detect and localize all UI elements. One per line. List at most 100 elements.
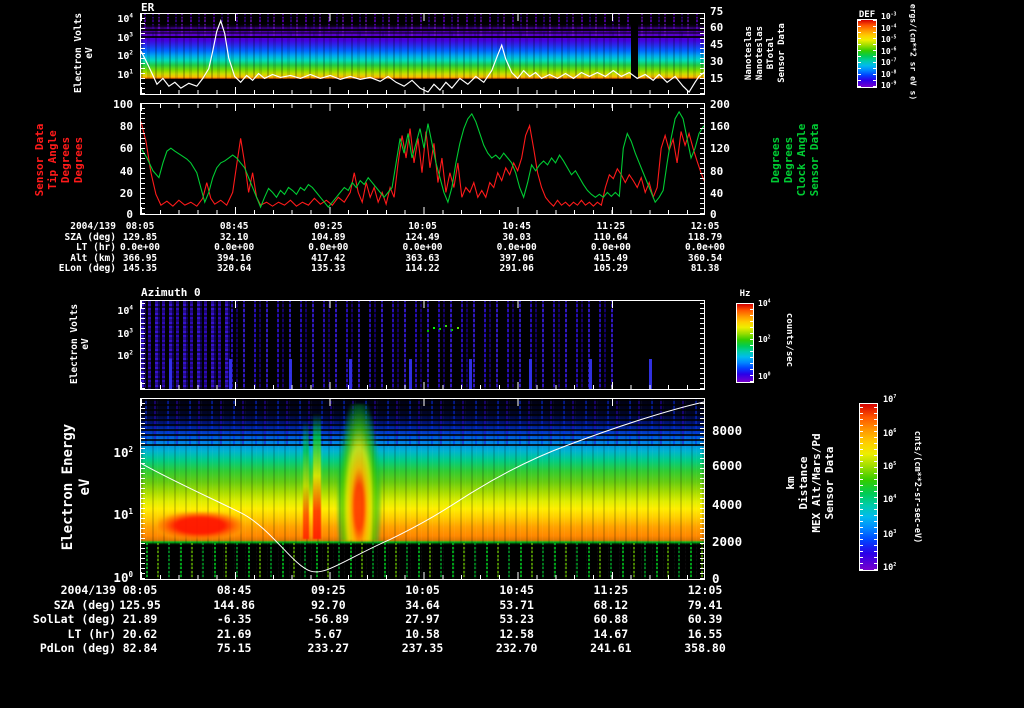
x-ticks-minor-bottom [141, 90, 704, 94]
table-row: SolLat (deg) 21.89 -6.35 -56.89 27.97 53.23 60… [0, 612, 770, 627]
hz-colorbar-units: counts/sec [784, 312, 794, 368]
y-ticks-right [700, 14, 704, 94]
panel1-y-axis-label: Electron Volts eV [73, 13, 95, 93]
table-cell: 118.79 [687, 231, 723, 243]
energy-event-streak-2 [313, 413, 321, 540]
axis-label-line: Electron Volts [69, 303, 80, 385]
table-cell: 12:05 [687, 583, 723, 597]
colorbar-ticks [873, 20, 876, 87]
y-ticks-left [141, 301, 145, 389]
table-cell: 104.89 [311, 231, 346, 243]
table-cell: 415.49 [593, 252, 628, 264]
axis-label-line: Clock Angle [795, 123, 808, 197]
axis-tick-label: 100 [113, 98, 133, 111]
table-cell: 124.49 [405, 231, 440, 243]
btotal-line [141, 18, 704, 93]
axis-tick-label: 2000 [712, 534, 743, 549]
table-cell: 08:05 [122, 583, 158, 597]
axis-tick-label: 102 [117, 349, 133, 362]
table-cell: 5.67 [314, 626, 343, 641]
axis-tick-label: 10-3 [881, 12, 897, 21]
axis-label-line: Electron Energy [60, 423, 76, 551]
axis-tick-label: 80 [119, 120, 133, 133]
table-row: 2004/139 08:05 08:45 09:25 10:05 10:45 11:25 12… [0, 221, 770, 232]
axis-label-line: eV [84, 47, 95, 59]
energy-event-streak-1 [303, 420, 309, 540]
axis-tick-label: 106 [883, 428, 897, 439]
table-cell: 10:05 [405, 583, 440, 597]
panel3-y-axis-label: Electron Volts eV [69, 304, 91, 384]
table-cell: 233.27 [307, 641, 350, 655]
table-row-label: Alt (km) [70, 252, 116, 264]
table-cell: 114.22 [405, 263, 440, 275]
table-cell: 320.64 [216, 263, 252, 275]
axis-tick-label: 102 [117, 49, 133, 62]
x-ticks-major-top [141, 399, 704, 406]
axis-label-line: Degrees [72, 136, 85, 184]
table-cell: 0.0e+00 [308, 242, 349, 254]
y-ticks-right [700, 399, 704, 579]
x-ticks-minor-top [141, 104, 704, 108]
axis-tick-label: 104 [883, 494, 897, 505]
axis-tick-label: 102 [883, 562, 897, 573]
panel4-right-axis-label: km Distance MEX Alt/Mars/Pd Sensor Data [784, 433, 836, 532]
tip-angle-line [141, 121, 704, 207]
colorbar-ticks [750, 304, 753, 382]
axis-tick-label: 102 [113, 444, 133, 460]
axis-label-line: Nanoteslas [744, 25, 754, 81]
table-row: LT (hr) 20.62 21.69 5.67 10.58 12.58 14.67 16.5… [0, 627, 770, 642]
table-row: SZA (deg) 125.95 144.86 92.70 34.64 53.71 68.1… [0, 598, 770, 613]
ephemeris-table-top: 2004/139 08:05 08:45 09:25 10:05 10:45 11:25 12… [0, 221, 770, 274]
def-colorbar-ticks-labels: 10-3 10-4 10-5 10-6 10-7 10-8 10-9 [881, 12, 921, 90]
table-row: ELon (deg) 145.35 320.64 135.33 114.22 291.06… [0, 263, 770, 274]
table-row-label: PdLon (deg) [39, 641, 116, 655]
table-cell: 11:25 [596, 221, 626, 232]
table-cell: 394.16 [216, 252, 252, 264]
axis-tick-label: 40 [710, 187, 724, 200]
def-colorbar-title: DEF [858, 10, 876, 20]
axis-tick-label: 75 [710, 5, 724, 18]
axis-tick-label: 104 [117, 304, 133, 317]
panel4-left-axis-ticks: 102 101 100 [88, 398, 133, 585]
table-cell: 0.0e+00 [214, 242, 255, 254]
panel2-left-axis-ticks: 100 80 60 40 20 0 [88, 98, 133, 220]
x-ticks-minor-bottom [141, 210, 704, 214]
table-cell: 11:25 [593, 583, 629, 597]
table-cell: 08:05 [125, 221, 155, 232]
er-spectrogram-panel [140, 13, 705, 95]
axis-tick-label: 20 [119, 187, 133, 200]
axis-label-line: Electron Volts [73, 12, 84, 94]
x-ticks-minor-bottom [141, 385, 704, 389]
table-cell: 358.80 [684, 641, 726, 655]
axis-tick-label: 6000 [712, 458, 743, 473]
axis-tick-label: 45 [710, 38, 724, 51]
table-cell: -56.89 [307, 612, 350, 626]
azimuth-green-specks [433, 327, 435, 329]
table-cell: 75.15 [216, 641, 252, 655]
axis-tick-label: 10-6 [881, 47, 897, 56]
flux-colorbar-units: cnts/(cm**2-sr-sec-eV) [912, 430, 922, 544]
table-cell: 21.89 [122, 612, 158, 626]
axis-tick-label: 104 [758, 299, 771, 308]
def-colorbar [857, 19, 877, 88]
panel2-right-axis-label: Degrees Degrees Clock Angle Sensor Data [769, 124, 821, 197]
table-cell: 129.85 [122, 231, 158, 243]
table-cell: 0.0e+00 [590, 242, 631, 254]
table-cell: 12:05 [690, 221, 720, 232]
table-cell: 10.58 [405, 626, 440, 641]
colorbar-ticks [874, 404, 877, 570]
axis-tick-label: 60 [710, 21, 724, 34]
axis-tick-label: 80 [710, 165, 724, 178]
colorbar-ticks [860, 404, 863, 570]
hz-colorbar [736, 303, 754, 383]
azimuth0-spectrogram-panel [140, 300, 705, 390]
axis-tick-label: 101 [113, 506, 133, 522]
table-cell: 363.63 [405, 252, 440, 264]
panel2-right-axis-ticks: 200 160 120 80 40 0 [710, 98, 755, 220]
table-cell: 12.58 [499, 626, 534, 641]
table-cell: 68.12 [593, 597, 629, 612]
axis-label-line: BTotal [766, 36, 776, 70]
table-cell: 79.41 [687, 597, 723, 612]
table-cell: 135.33 [311, 263, 346, 275]
